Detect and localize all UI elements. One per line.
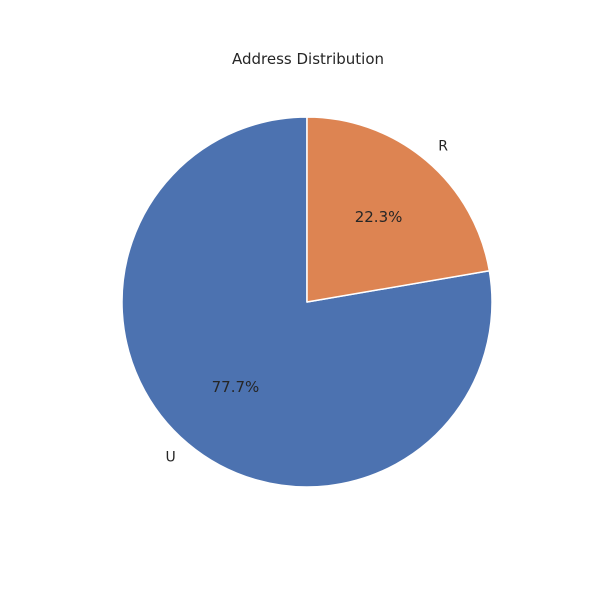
pie-slice-u [121, 116, 493, 488]
chart-title: Address Distribution [232, 50, 384, 68]
slice-label-r: R [438, 138, 448, 154]
pie-slices [121, 116, 493, 488]
pie-labels: U 77.7% R 22.3% [166, 138, 449, 465]
pct-label-r: 22.3% [355, 208, 403, 226]
pie-slice-r [306, 116, 491, 303]
pct-label-u: 77.7% [212, 378, 260, 396]
slice-label-u: U [166, 450, 176, 466]
